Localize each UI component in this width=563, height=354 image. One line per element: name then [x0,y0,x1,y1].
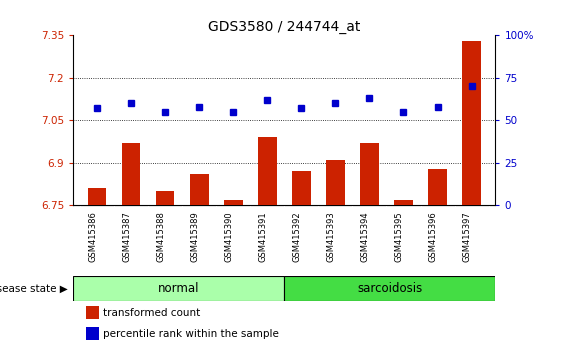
Text: GSM415397: GSM415397 [463,211,472,262]
Bar [292,171,311,205]
Bar [224,200,243,205]
Bar [394,200,413,205]
Text: percentile rank within the sample: percentile rank within the sample [103,329,279,338]
Text: GSM415386: GSM415386 [88,211,97,262]
Text: GSM415395: GSM415395 [395,211,404,262]
Bar [88,188,106,205]
Bar [156,191,175,205]
Bar [360,143,379,205]
Text: GSM415396: GSM415396 [428,211,437,262]
Bar [86,307,100,319]
Title: GDS3580 / 244744_at: GDS3580 / 244744_at [208,21,360,34]
Text: normal: normal [158,282,199,295]
Bar [73,276,284,301]
Bar [284,276,495,301]
Text: GSM415389: GSM415389 [190,211,199,262]
Text: transformed count: transformed count [103,308,200,318]
Text: GSM415387: GSM415387 [122,211,131,262]
Text: sarcoidosis: sarcoidosis [358,282,422,295]
Bar [190,174,208,205]
Text: GSM415392: GSM415392 [292,211,301,262]
Bar [258,137,276,205]
Bar [462,41,481,205]
Text: GSM415394: GSM415394 [360,211,369,262]
Bar [326,160,345,205]
Text: GSM415393: GSM415393 [327,211,336,262]
Text: GSM415390: GSM415390 [224,211,233,262]
Text: disease state ▶: disease state ▶ [0,284,68,293]
Text: GSM415388: GSM415388 [156,211,165,262]
Bar [122,143,140,205]
Text: GSM415391: GSM415391 [258,211,267,262]
Bar [86,327,100,340]
Bar [428,169,447,205]
